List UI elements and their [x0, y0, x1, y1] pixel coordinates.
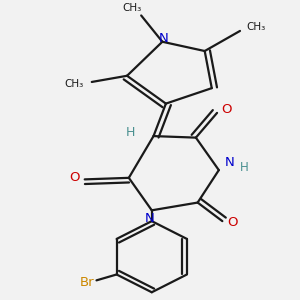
Text: O: O — [228, 216, 238, 229]
Text: CH₃: CH₃ — [64, 80, 84, 89]
Text: Br: Br — [79, 276, 94, 289]
Text: CH₃: CH₃ — [246, 22, 266, 32]
Text: N: N — [224, 156, 234, 169]
Text: H: H — [126, 127, 135, 140]
Text: H: H — [240, 160, 249, 173]
Text: N: N — [159, 32, 169, 45]
Text: CH₃: CH₃ — [123, 3, 142, 13]
Text: N: N — [145, 212, 155, 224]
Text: O: O — [222, 103, 232, 116]
Text: O: O — [69, 171, 80, 184]
